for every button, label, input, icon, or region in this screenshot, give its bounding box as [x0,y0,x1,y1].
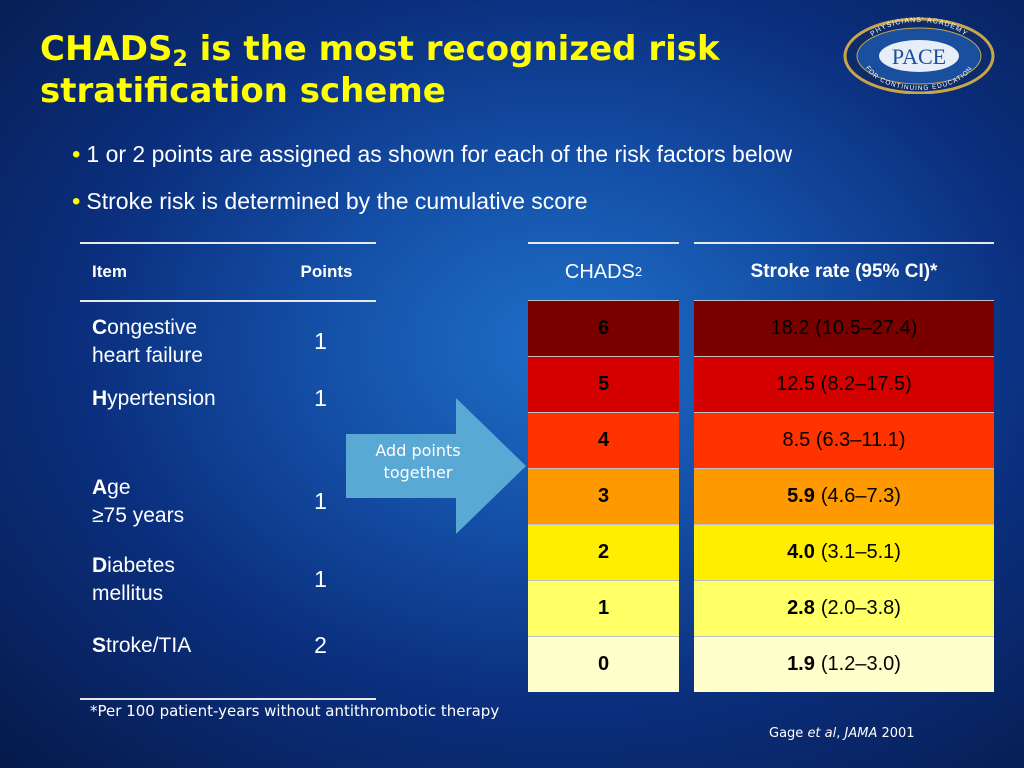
stroke-rate-cell: 8.5 (6.3–11.1) [694,412,994,468]
risk-factor-name: Congestive heart failure [80,302,265,382]
citation-sep: , [836,726,845,741]
risk-factor-name: Age ≥75 years [80,462,265,542]
risk-factor-initial: A [92,476,108,499]
stroke-rate-ci: 8.5 (6.3–11.1) [782,429,906,451]
stroke-rate-ci: (4.6–7.3) [820,485,901,507]
title-chads: CHADS [40,29,173,69]
stroke-rate-value: 4.0 [787,541,815,563]
risk-factor-initial: S [92,634,107,657]
table-bottom-rule [80,698,376,700]
chads-header-text: CHADS [564,260,635,283]
table-row: Age ≥75 years 1 [80,462,376,542]
stroke-rate-cell: 12.5 (8.2–17.5) [694,356,994,412]
stroke-rate-ci: (3.1–5.1) [820,541,901,563]
stroke-rate-cell: 4.0 (3.1–5.1) [694,524,994,580]
risk-factor-rest: ypertension [107,387,216,410]
risk-factor-name: Stroke/TIA [80,622,265,702]
table-row: Stroke/TIA 2 [80,622,376,702]
risk-factor-points: 1 [314,566,327,592]
column-top-rule [694,242,994,244]
risk-factor-rest: troke/TIA [106,634,192,657]
risk-factor-name: Diabetes mellitus [80,542,265,622]
risk-factor-rest: ge [107,476,131,499]
table-header-row: Item Points [80,244,376,300]
risk-factor-points: 2 [314,632,327,658]
risk-factor-line2: ≥75 years [92,504,185,527]
table-header-rule [80,300,376,302]
stroke-rate-value: 1.9 [787,653,815,675]
stroke-rate-value: 2.8 [787,597,815,619]
column-top-rule [528,242,679,244]
stroke-rate-column: Stroke rate (95% CI)* 18.2 (10.5–27.4) 12… [694,242,994,692]
chads-score-cell: 6 [528,300,679,356]
arrow-label: Add points together [375,441,461,482]
title-subscript: 2 [172,47,188,72]
footnote: *Per 100 patient-years without antithrom… [90,702,500,720]
stroke-rate-ci: (1.2–3.0) [820,653,901,675]
table-row: Hypertension 1 [80,382,376,462]
chads-header: CHADS 2 [564,260,643,283]
risk-factor-initial: D [92,554,108,577]
risk-factor-name: Hypertension [80,382,265,462]
citation-etal: et al [807,726,837,741]
bullet-item: Stroke risk is determined by the cumulat… [72,187,792,216]
table-row: Congestive heart failure 1 [80,302,376,382]
logo-main-text: PACE [892,44,946,69]
chads-score-cell: 0 [528,636,679,692]
points-header: Points [300,262,353,281]
risk-factor-points: 1 [314,385,327,411]
citation-author: Gage [769,726,808,741]
stroke-rate-ci: (2.0–3.8) [820,597,901,619]
stroke-rate-header: Stroke rate (95% CI)* [750,261,938,282]
risk-factor-line2: mellitus [92,582,164,605]
stroke-rate-cell: 18.2 (10.5–27.4) [694,300,994,356]
item-header: Item [92,262,127,281]
risk-factor-points: 1 [314,488,327,514]
chads-score-cell: 1 [528,580,679,636]
citation-year: 2001 [877,726,915,741]
chads-score-cell: 3 [528,468,679,524]
right-arrow-icon [346,398,526,534]
chads-score-cell: 2 [528,524,679,580]
citation: Gage et al, JAMA 2001 [769,726,915,741]
risk-factor-initial: H [92,387,108,410]
risk-factor-rest: iabetes [107,554,175,577]
table-top-rule [80,242,376,244]
stroke-rate-ci: 12.5 (8.2–17.5) [776,373,912,395]
stroke-rate-value: 5.9 [787,485,815,507]
table-row: Diabetes mellitus 1 [80,542,376,622]
citation-journal: JAMA [844,726,878,741]
bullet-list: 1 or 2 points are assigned as shown for … [72,140,792,234]
chads-score-cell: 4 [528,412,679,468]
risk-factor-rest: ongestive [107,316,198,339]
risk-factor-line2: heart failure [92,344,203,367]
stroke-rate-cell: 5.9 (4.6–7.3) [694,468,994,524]
risk-factor-table: Item Points Congestive heart failure 1 Hype… [80,242,376,700]
pace-logo: PACE PHYSICIANS' ACADEMY FOR CONTINUING … [843,17,995,94]
stroke-rate-cell: 1.9 (1.2–3.0) [694,636,994,692]
risk-factor-initial: C [92,316,108,339]
title-rest: is the most recognized risk stratificati… [40,29,720,111]
stroke-rate-cell: 2.8 (2.0–3.8) [694,580,994,636]
stroke-rate-ci: 18.2 (10.5–27.4) [770,317,918,339]
chads-score-cell: 5 [528,356,679,412]
bullet-item: 1 or 2 points are assigned as shown for … [72,140,792,169]
risk-factor-points: 1 [314,328,327,354]
risk-factor-rows: Congestive heart failure 1 Hypertension 1 Age… [80,302,376,698]
slide-title: CHADS2 is the most recognized risk strat… [40,28,820,112]
